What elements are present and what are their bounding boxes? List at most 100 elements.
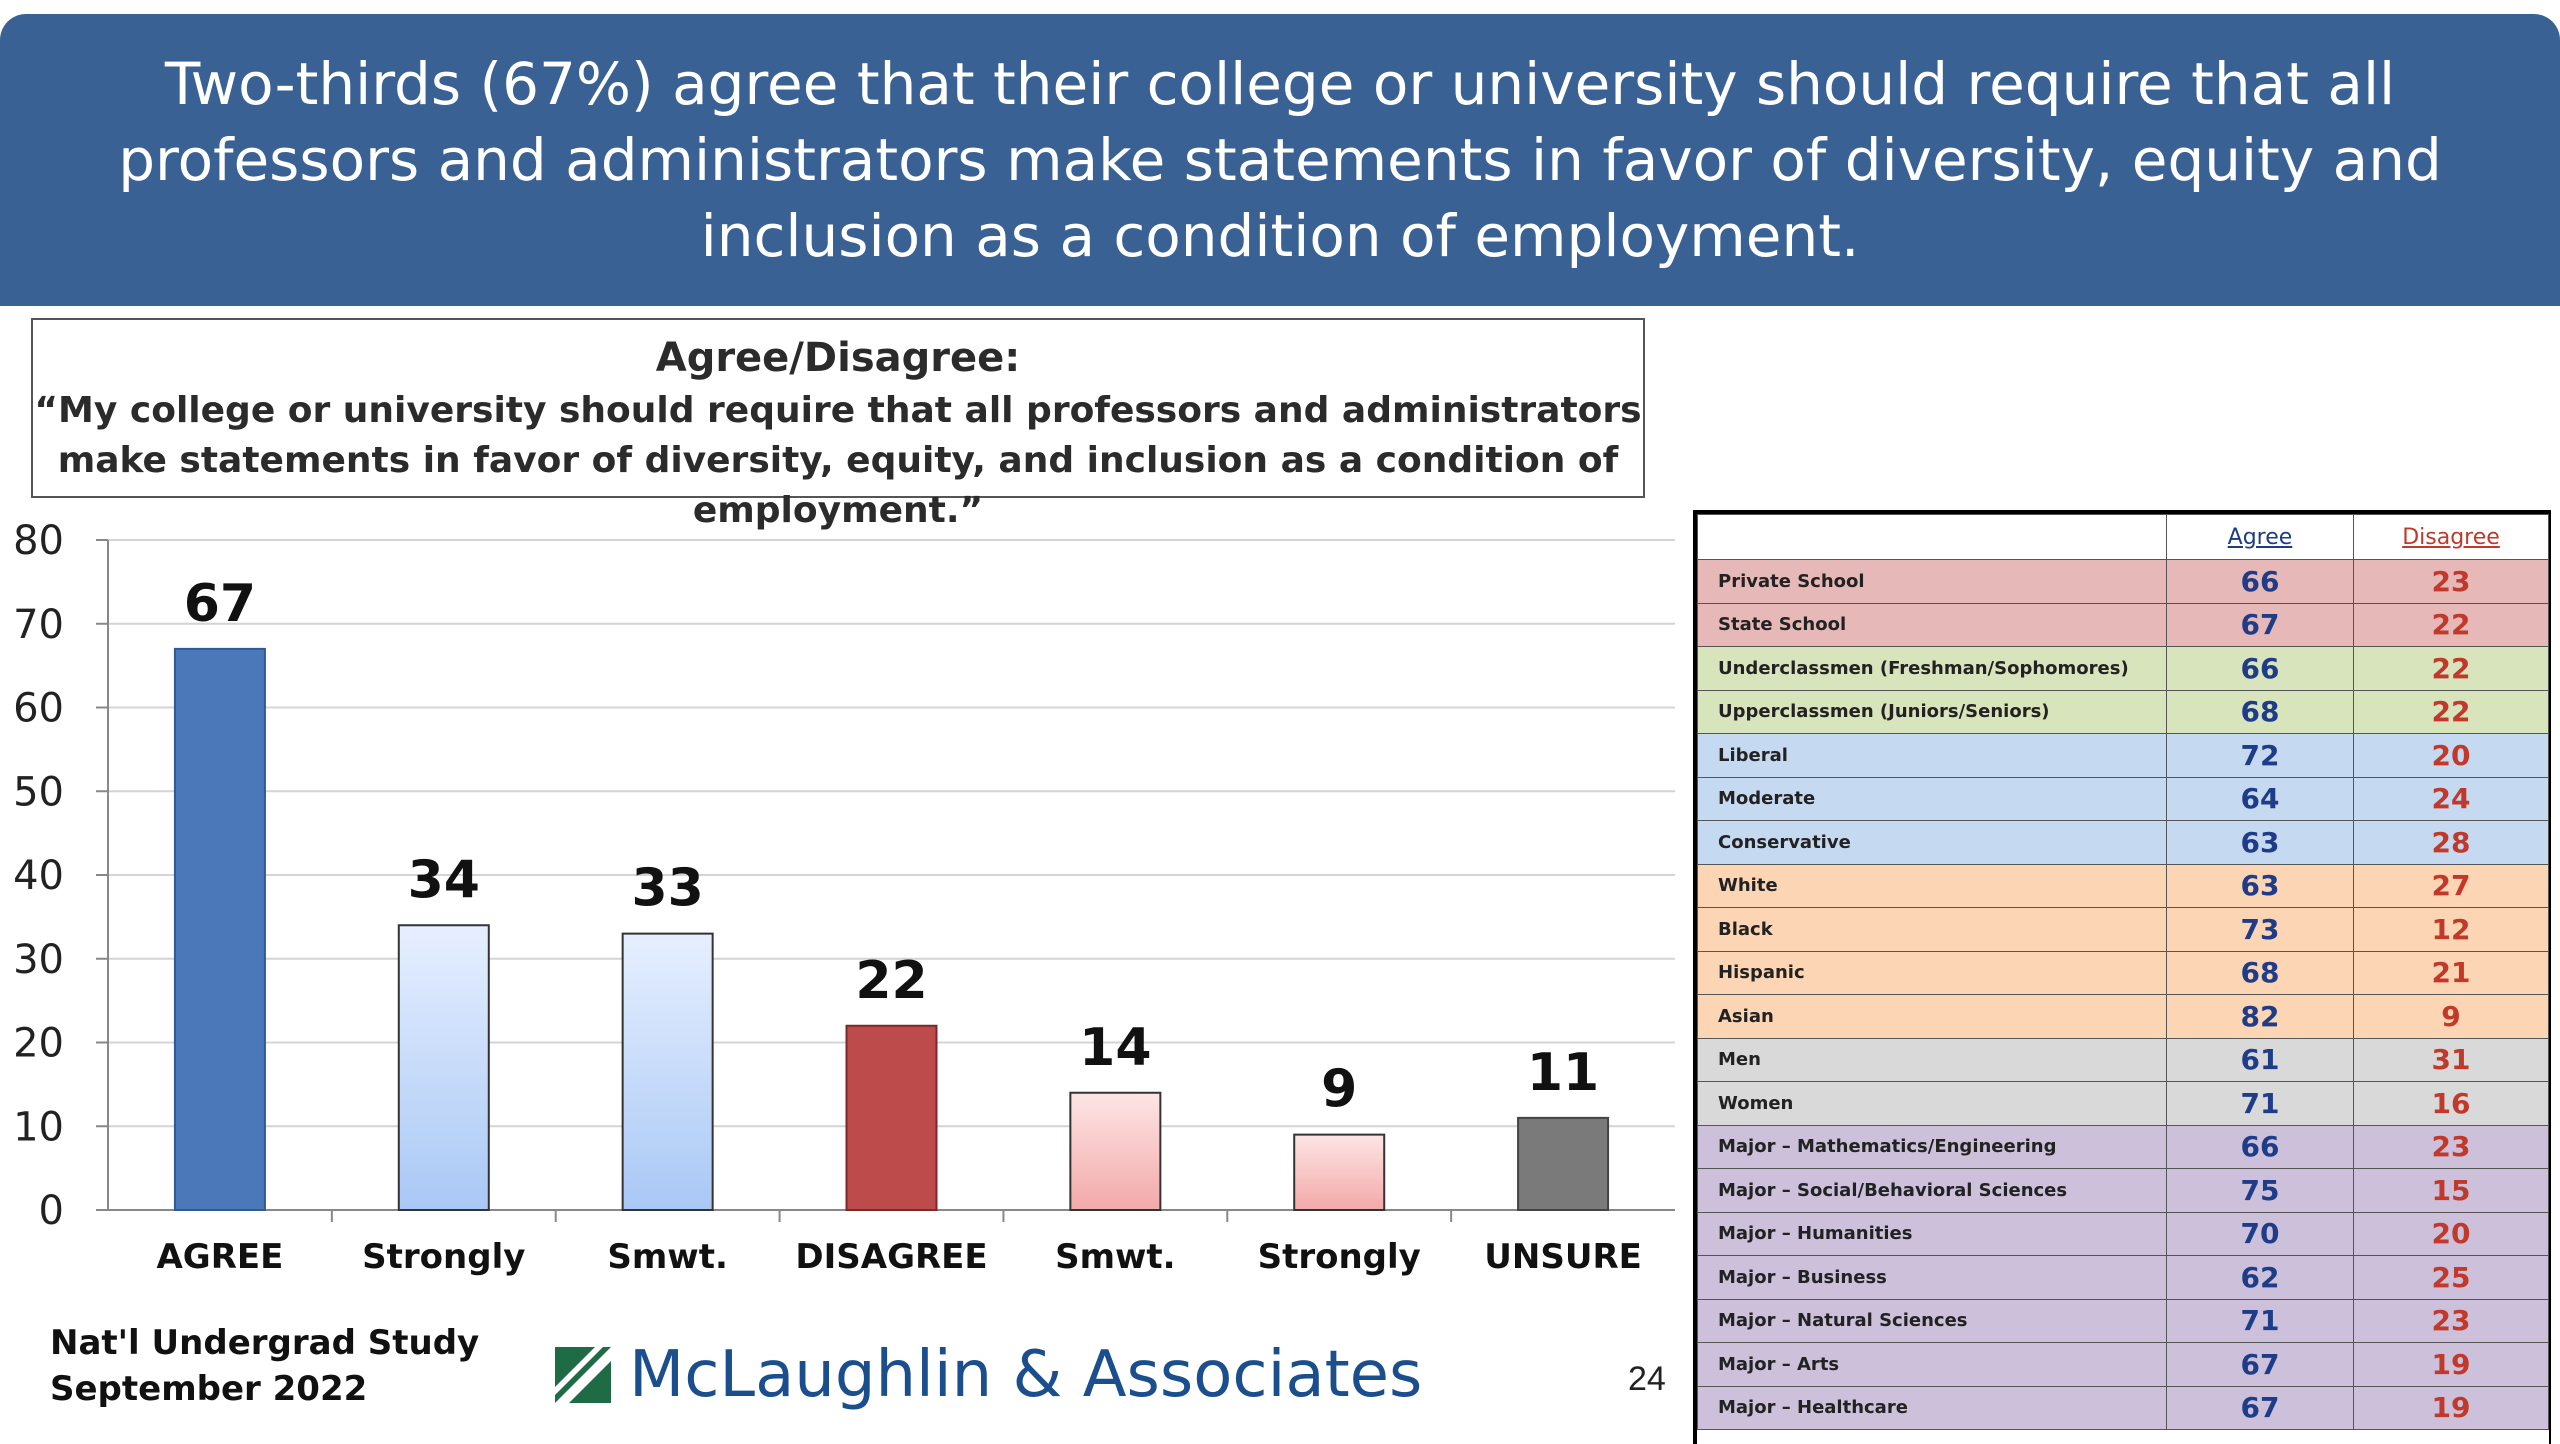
data-label: 11 xyxy=(1527,1043,1599,1103)
y-tick-label: 40 xyxy=(13,853,64,899)
row-label: Conservative xyxy=(1697,820,2167,865)
data-label: 34 xyxy=(408,850,480,910)
row-disagree-value: 21 xyxy=(2353,950,2549,995)
row-agree-value: 63 xyxy=(2166,863,2354,908)
logo-text: McLaughlin & Associates xyxy=(629,1338,1423,1412)
row-agree-value: 71 xyxy=(2166,1081,2354,1126)
bar xyxy=(173,647,266,1211)
row-disagree-value: 28 xyxy=(2353,820,2549,865)
row-agree-value: 72 xyxy=(2166,733,2354,778)
row-label: Private School xyxy=(1697,559,2167,604)
row-agree-value: 66 xyxy=(2166,1124,2354,1169)
y-tick-label: 50 xyxy=(13,769,64,815)
bar xyxy=(845,1024,938,1211)
row-agree-value: 71 xyxy=(2166,1298,2354,1343)
row-agree-value: 66 xyxy=(2166,559,2354,604)
row-label: White xyxy=(1697,863,2167,908)
row-agree-value: 61 xyxy=(2166,1037,2354,1082)
row-agree-value: 64 xyxy=(2166,776,2354,821)
row-disagree-value: 22 xyxy=(2353,689,2549,734)
table-header-row: Agree Disagree xyxy=(1697,514,2549,560)
row-agree-value: 70 xyxy=(2166,1211,2354,1256)
data-label: 14 xyxy=(1079,1018,1151,1078)
y-tick-label: 30 xyxy=(13,937,64,983)
bar xyxy=(621,932,714,1211)
row-disagree-value: 20 xyxy=(2353,1211,2549,1256)
table-row: Hispanic 68 21 xyxy=(1697,950,2549,995)
row-disagree-value: 19 xyxy=(2353,1385,2549,1430)
y-tick-label: 20 xyxy=(13,1021,64,1067)
y-tick-label: 10 xyxy=(13,1104,64,1150)
table-row: Major – Arts 67 19 xyxy=(1697,1342,2549,1387)
row-agree-value: 73 xyxy=(2166,907,2354,952)
row-disagree-value: 15 xyxy=(2353,1168,2549,1213)
study-date: September 2022 xyxy=(50,1369,368,1409)
table-row: Major – Business 62 25 xyxy=(1697,1255,2549,1300)
x-tick-label: Strongly xyxy=(1258,1237,1421,1277)
row-label: Hispanic xyxy=(1697,950,2167,995)
row-label: Asian xyxy=(1697,994,2167,1039)
y-tick-label: 80 xyxy=(13,518,64,564)
y-tick-label: 0 xyxy=(39,1188,64,1234)
row-label: Men xyxy=(1697,1037,2167,1082)
row-disagree-value: 25 xyxy=(2353,1255,2549,1300)
row-label: Major – Arts xyxy=(1697,1342,2167,1387)
x-tick-label: Strongly xyxy=(362,1237,525,1277)
row-agree-value: 67 xyxy=(2166,602,2354,647)
row-label: Major – Healthcare xyxy=(1697,1385,2167,1430)
table-row: Major – Natural Sciences 71 23 xyxy=(1697,1298,2549,1343)
row-agree-value: 67 xyxy=(2166,1342,2354,1387)
table-row: Major – Humanities 70 20 xyxy=(1697,1211,2549,1256)
row-disagree-value: 23 xyxy=(2353,1298,2549,1343)
crosstab-table: Agree Disagree Private School 66 23 State S… xyxy=(1693,510,2551,1444)
table-row: Liberal 72 20 xyxy=(1697,733,2549,778)
data-label: 9 xyxy=(1321,1060,1357,1120)
table-row: White 63 27 xyxy=(1697,863,2549,908)
bar-chart: 0 10 20 30 40 50 60 70 80 67 AGREE 34 Strongly 33 Smwt… xyxy=(13,518,1675,1277)
bar xyxy=(397,924,490,1211)
row-agree-value: 68 xyxy=(2166,950,2354,995)
row-label: Underclassmen (Freshman/Sophomores) xyxy=(1697,646,2167,691)
bar xyxy=(1069,1091,1162,1211)
header-disagree: Disagree xyxy=(2353,514,2549,560)
x-tick-label: UNSURE xyxy=(1484,1237,1642,1277)
page-number: 24 xyxy=(1628,1360,1666,1398)
question-text: “My college or university should require… xyxy=(34,390,1642,531)
table-row: Moderate 64 24 xyxy=(1697,776,2549,821)
table-row: Women 71 16 xyxy=(1697,1081,2549,1126)
data-label: 67 xyxy=(184,574,256,634)
x-tick-label: DISAGREE xyxy=(795,1237,987,1277)
row-agree-value: 63 xyxy=(2166,820,2354,865)
row-label: Major – Mathematics/Engineering xyxy=(1697,1124,2167,1169)
table-row: Asian 82 9 xyxy=(1697,994,2549,1039)
row-label: Major – Humanities xyxy=(1697,1211,2167,1256)
row-agree-value: 66 xyxy=(2166,646,2354,691)
row-disagree-value: 12 xyxy=(2353,907,2549,952)
table-row: Conservative 63 28 xyxy=(1697,820,2549,865)
headline: Two-thirds (67%) agree that their colleg… xyxy=(118,50,2442,270)
company-logo: McLaughlin & Associates xyxy=(555,1338,1422,1412)
header-banner: Two-thirds (67%) agree that their colleg… xyxy=(0,14,2560,306)
row-label: Liberal xyxy=(1697,733,2167,778)
row-disagree-value: 22 xyxy=(2353,602,2549,647)
row-disagree-value: 31 xyxy=(2353,1037,2549,1082)
row-disagree-value: 23 xyxy=(2353,559,2549,604)
table-row: Upperclassmen (Juniors/Seniors) 68 22 xyxy=(1697,689,2549,734)
x-tick-label: AGREE xyxy=(156,1237,283,1277)
row-label: Women xyxy=(1697,1081,2167,1126)
data-label: 22 xyxy=(855,951,927,1011)
bar xyxy=(1517,1116,1610,1211)
row-agree-value: 75 xyxy=(2166,1168,2354,1213)
row-disagree-value: 20 xyxy=(2353,733,2549,778)
table-row: Underclassmen (Freshman/Sophomores) 66 22 xyxy=(1697,646,2549,691)
table-row: Men 61 31 xyxy=(1697,1037,2549,1082)
bar xyxy=(1293,1133,1386,1211)
table-row: State School 67 22 xyxy=(1697,602,2549,647)
row-agree-value: 68 xyxy=(2166,689,2354,734)
y-tick-label: 70 xyxy=(13,602,64,648)
row-agree-value: 62 xyxy=(2166,1255,2354,1300)
x-tick-label: Smwt. xyxy=(1055,1237,1176,1277)
question-box: Agree/Disagree: “My college or universit… xyxy=(31,318,1645,531)
row-disagree-value: 27 xyxy=(2353,863,2549,908)
row-label: Upperclassmen (Juniors/Seniors) xyxy=(1697,689,2167,734)
